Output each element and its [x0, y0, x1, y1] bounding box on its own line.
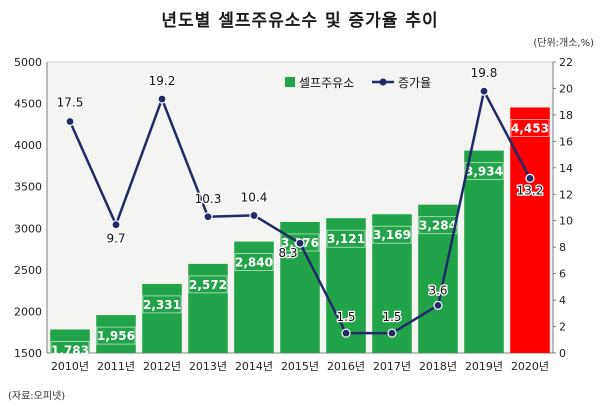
bar-value-label: 3,284: [419, 219, 457, 233]
right-tick-label: 18: [559, 109, 573, 122]
line-value-label: 9.7: [106, 232, 125, 246]
growth-point: [65, 116, 75, 127]
right-tick-label: 4: [559, 294, 566, 307]
line-value-label: 1.5: [336, 310, 355, 324]
left-tick-label: 4500: [14, 98, 42, 111]
bar-value-box: [188, 275, 228, 294]
right-tick-label: 14: [559, 162, 573, 175]
x-tick-label: 2012년: [143, 360, 181, 373]
bar-value-box: [280, 233, 320, 252]
line-value-label: 8.3: [278, 246, 297, 260]
bar: [188, 263, 228, 353]
line-value-label: 10.4: [241, 190, 268, 204]
bar-value-label: 1,783: [51, 343, 89, 357]
growth-point: [111, 220, 121, 230]
bar-value-box: [372, 225, 412, 244]
right-tick-label: 12: [559, 188, 573, 201]
line-value-label: 19.2: [149, 74, 176, 88]
source-label: (자료:오피넷): [8, 391, 66, 402]
legend-bar-swatch: [285, 77, 295, 87]
bar-value-box: [50, 341, 90, 359]
unit-label: (단위:개소,%): [533, 38, 594, 49]
growth-point: [341, 328, 351, 338]
growth-point: [525, 173, 535, 183]
bar: [418, 204, 458, 353]
bar: [234, 241, 274, 353]
legend-line-label: 증가율: [398, 76, 431, 90]
bar-value-label: 2,572: [189, 278, 227, 292]
bar-value-label: 4,453: [511, 121, 549, 135]
left-tick-label: 2000: [14, 305, 42, 318]
x-tick-label: 2010년: [51, 360, 89, 373]
line-value-label: 19.8: [471, 66, 498, 80]
bar: [142, 283, 182, 353]
right-tick-label: 22: [559, 56, 573, 69]
x-tick-label: 2014년: [235, 360, 273, 373]
x-tick-label: 2015년: [281, 360, 319, 373]
x-tick-label: 2013년: [189, 360, 227, 373]
bar-value-box: [96, 326, 136, 345]
bar-value-box: [142, 295, 182, 314]
bar: [464, 150, 504, 353]
bar-value-box: [326, 229, 366, 248]
x-tick-label: 2017년: [373, 360, 411, 373]
line-value-label: 3.6: [428, 283, 447, 297]
right-tick-label: 0: [559, 347, 566, 360]
left-tick-label: 3000: [14, 222, 42, 235]
x-tick-label: 2016년: [327, 360, 365, 373]
bar: [510, 107, 550, 353]
right-tick-label: 8: [559, 241, 566, 254]
right-tick-label: 20: [559, 82, 573, 95]
left-tick-label: 1500: [14, 347, 42, 360]
legend-bar-label: 셀프주유소: [299, 76, 354, 90]
growth-point: [249, 210, 259, 221]
chart-title: 년도별 셀프주유소수 및 증가율 추이: [161, 11, 439, 31]
growth-point: [203, 212, 213, 222]
legend-line-marker: [379, 78, 387, 86]
right-tick-label: 16: [559, 135, 573, 148]
x-tick-label: 2019년: [465, 360, 503, 373]
left-tick-label: 2500: [14, 264, 42, 277]
bar-value-label: 2,840: [235, 256, 273, 270]
bar-value-box: [510, 119, 550, 137]
right-tick-label: 2: [559, 321, 566, 334]
x-tick-label: 2018년: [419, 360, 457, 373]
line-value-label: 13.2: [517, 183, 544, 197]
x-tick-label: 2011년: [97, 360, 135, 373]
bar-value-label: 3,121: [327, 232, 365, 246]
bar-value-label: 3,934: [465, 165, 503, 179]
bar-value-box: [418, 216, 458, 235]
bar-value-label: 3,169: [373, 228, 411, 242]
bar-value-box: [234, 253, 274, 271]
line-value-label: 10.3: [195, 192, 222, 206]
line-value-label: 1.5: [382, 310, 401, 324]
bar-value-box: [464, 162, 504, 181]
right-tick-label: 6: [559, 268, 566, 281]
left-tick-label: 5000: [14, 56, 42, 69]
bar-value-label: 2,331: [143, 298, 181, 312]
line-value-label: 17.5: [57, 96, 84, 110]
growth-point: [387, 328, 397, 338]
left-tick-label: 4000: [14, 139, 42, 152]
x-tick-label: 2020년: [511, 360, 549, 373]
right-tick-label: 10: [559, 215, 573, 228]
bar-value-label: 1,956: [97, 329, 135, 343]
growth-point: [295, 238, 305, 248]
growth-point: [433, 300, 443, 310]
bar: [96, 315, 136, 353]
left-tick-label: 3500: [14, 181, 42, 194]
growth-point: [479, 86, 489, 96]
growth-point: [157, 94, 167, 104]
